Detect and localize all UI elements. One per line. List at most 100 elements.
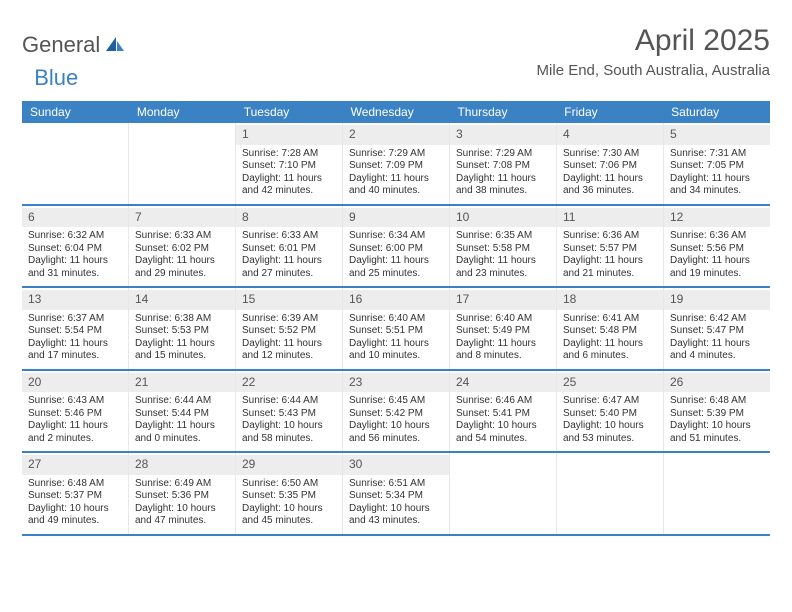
daynum-row: 1 [236,125,342,145]
daylight-text: Daylight: 11 hours and 6 minutes. [563,338,657,363]
sunset-text: Sunset: 5:40 PM [563,408,657,421]
month-title: April 2025 [537,24,770,58]
sail-icon [104,35,126,53]
day-cell: 5Sunrise: 7:31 AMSunset: 7:05 PMDaylight… [664,123,770,204]
sunrise-text: Sunrise: 6:48 AM [28,478,122,491]
sunrise-text: Sunrise: 6:47 AM [563,395,657,408]
daynum-row: 13 [22,290,128,310]
sunset-text: Sunset: 5:48 PM [563,325,657,338]
day-cell [22,123,129,204]
day-header-tuesday: Tuesday [236,101,343,123]
sunset-text: Sunset: 6:02 PM [135,243,229,256]
daynum-row: 28 [129,455,235,475]
day-number: 23 [349,375,362,389]
day-number: 19 [670,292,683,306]
daylight-text: Daylight: 11 hours and 25 minutes. [349,255,443,280]
day-number: 15 [242,292,255,306]
sunrise-text: Sunrise: 6:33 AM [242,230,336,243]
daynum-row [664,455,770,475]
day-number: 16 [349,292,362,306]
day-cell: 11Sunrise: 6:36 AMSunset: 5:57 PMDayligh… [557,206,664,287]
sunset-text: Sunset: 5:39 PM [670,408,764,421]
day-cell: 17Sunrise: 6:40 AMSunset: 5:49 PMDayligh… [450,288,557,369]
day-cell [557,453,664,534]
day-cell: 3Sunrise: 7:29 AMSunset: 7:08 PMDaylight… [450,123,557,204]
day-cell: 10Sunrise: 6:35 AMSunset: 5:58 PMDayligh… [450,206,557,287]
daynum-row: 8 [236,208,342,228]
daynum-row: 4 [557,125,663,145]
day-header-thursday: Thursday [449,101,556,123]
daynum-row: 29 [236,455,342,475]
day-cell: 15Sunrise: 6:39 AMSunset: 5:52 PMDayligh… [236,288,343,369]
day-number: 2 [349,127,356,141]
day-number: 26 [670,375,683,389]
sunset-text: Sunset: 5:56 PM [670,243,764,256]
sunrise-text: Sunrise: 6:44 AM [135,395,229,408]
daylight-text: Daylight: 11 hours and 19 minutes. [670,255,764,280]
daylight-text: Daylight: 11 hours and 31 minutes. [28,255,122,280]
daynum-row: 21 [129,373,235,393]
day-number: 29 [242,457,255,471]
daynum-row: 20 [22,373,128,393]
sunset-text: Sunset: 7:09 PM [349,160,443,173]
daylight-text: Daylight: 10 hours and 49 minutes. [28,503,122,528]
brand-part1: General [22,32,100,58]
daynum-row: 2 [343,125,449,145]
sunrise-text: Sunrise: 6:40 AM [456,313,550,326]
sunrise-text: Sunrise: 6:51 AM [349,478,443,491]
daylight-text: Daylight: 10 hours and 51 minutes. [670,420,764,445]
daynum-row: 17 [450,290,556,310]
sunset-text: Sunset: 6:01 PM [242,243,336,256]
daynum-row: 27 [22,455,128,475]
daynum-row: 19 [664,290,770,310]
daylight-text: Daylight: 10 hours and 54 minutes. [456,420,550,445]
sunrise-text: Sunrise: 7:30 AM [563,148,657,161]
sunrise-text: Sunrise: 7:29 AM [456,148,550,161]
sunrise-text: Sunrise: 6:38 AM [135,313,229,326]
day-header-wednesday: Wednesday [343,101,450,123]
sunset-text: Sunset: 5:46 PM [28,408,122,421]
sunrise-text: Sunrise: 6:42 AM [670,313,764,326]
daynum-row: 16 [343,290,449,310]
brand-logo: General [22,32,126,58]
sunset-text: Sunset: 6:00 PM [349,243,443,256]
sunrise-text: Sunrise: 6:37 AM [28,313,122,326]
daylight-text: Daylight: 10 hours and 58 minutes. [242,420,336,445]
day-cell: 25Sunrise: 6:47 AMSunset: 5:40 PMDayligh… [557,371,664,452]
day-header-monday: Monday [129,101,236,123]
day-number: 18 [563,292,576,306]
day-number: 4 [563,127,570,141]
sunrise-text: Sunrise: 6:41 AM [563,313,657,326]
day-number: 25 [563,375,576,389]
week-row: 27Sunrise: 6:48 AMSunset: 5:37 PMDayligh… [22,453,770,536]
daynum-row: 15 [236,290,342,310]
day-cell: 21Sunrise: 6:44 AMSunset: 5:44 PMDayligh… [129,371,236,452]
day-number [563,457,566,471]
sunrise-text: Sunrise: 6:49 AM [135,478,229,491]
week-row: 1Sunrise: 7:28 AMSunset: 7:10 PMDaylight… [22,123,770,206]
day-cell: 18 Sunrise: 6:41 AMSunset: 5:48 PMDayligh… [557,288,664,369]
daynum-row: 14 [129,290,235,310]
sunrise-text: Sunrise: 6:43 AM [28,395,122,408]
daynum-row: 7 [129,208,235,228]
sunrise-text: Sunrise: 6:50 AM [242,478,336,491]
sunrise-text: Sunrise: 6:34 AM [349,230,443,243]
daynum-row: 18 [557,290,663,310]
day-number: 20 [28,375,41,389]
day-number: 30 [349,457,362,471]
day-number: 8 [242,210,249,224]
day-cell: 22Sunrise: 6:44 AMSunset: 5:43 PMDayligh… [236,371,343,452]
daylight-text: Daylight: 11 hours and 10 minutes. [349,338,443,363]
day-number: 17 [456,292,469,306]
sunset-text: Sunset: 5:51 PM [349,325,443,338]
day-cell [129,123,236,204]
day-number: 7 [135,210,142,224]
sunrise-text: Sunrise: 6:33 AM [135,230,229,243]
sunrise-text: Sunrise: 6:36 AM [670,230,764,243]
sunrise-text: Sunrise: 7:28 AM [242,148,336,161]
day-cell: 13Sunrise: 6:37 AMSunset: 5:54 PMDayligh… [22,288,129,369]
calendar-grid: SundayMondayTuesdayWednesdayThursdayFrid… [22,101,770,536]
sunset-text: Sunset: 5:35 PM [242,490,336,503]
daynum-row: 11 [557,208,663,228]
day-cell: 14Sunrise: 6:38 AMSunset: 5:53 PMDayligh… [129,288,236,369]
